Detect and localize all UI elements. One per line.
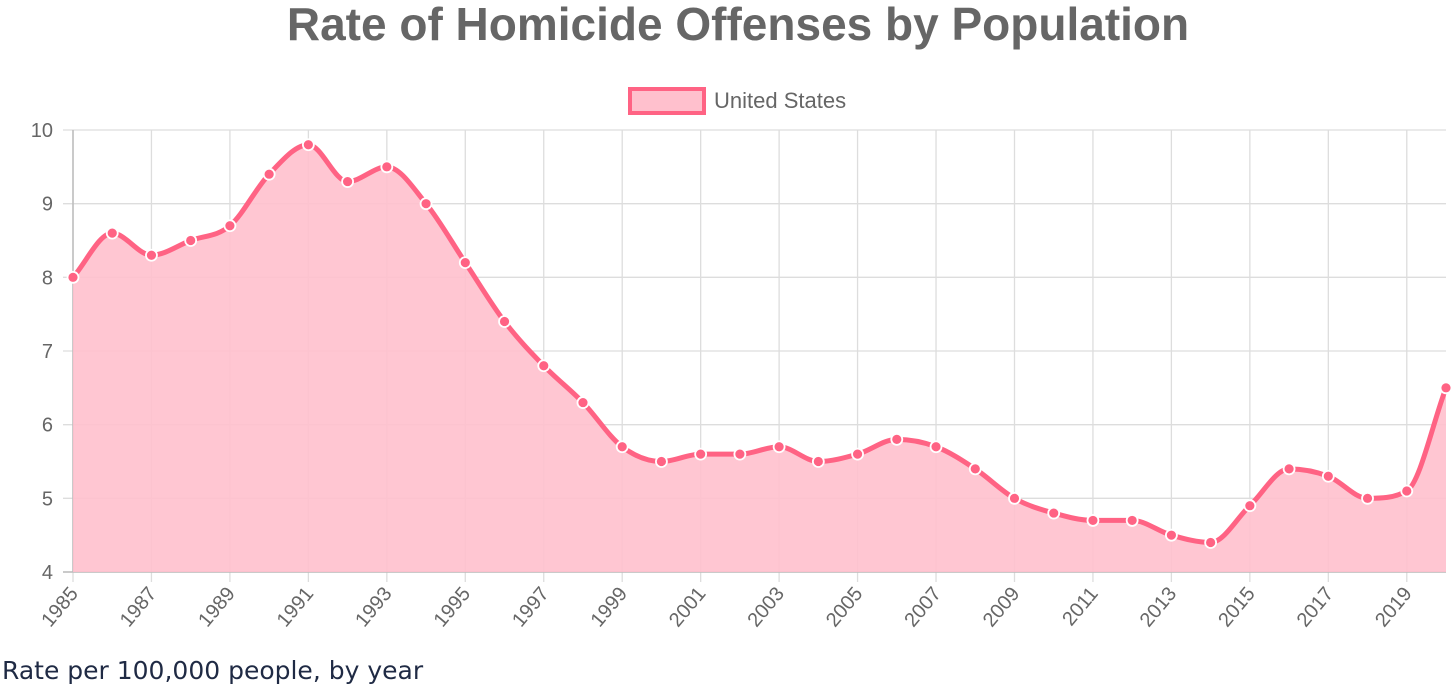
- x-tick-label: 1993: [351, 583, 396, 631]
- data-point-2011[interactable]: [1086, 514, 1100, 527]
- x-tick-label: 1995: [430, 583, 475, 631]
- x-tick-label: 2009: [979, 583, 1024, 631]
- series-line: [70, 142, 1449, 546]
- chart-title: Rate of Homicide Offenses by Population: [287, 0, 1189, 50]
- data-point-2000[interactable]: [655, 455, 668, 468]
- y-tick-label: 9: [42, 194, 53, 216]
- x-tick-label: 1985: [37, 583, 82, 631]
- data-point-1989[interactable]: [223, 219, 237, 233]
- x-tick-label: 2007: [900, 583, 945, 631]
- y-tick-label: 6: [42, 415, 53, 437]
- data-point-2015[interactable]: [1243, 499, 1257, 513]
- x-tick-label: 1989: [194, 583, 239, 631]
- y-tick-label: 8: [42, 267, 53, 289]
- data-point-1986[interactable]: [105, 226, 119, 240]
- series-area-fill: [73, 144, 1446, 572]
- data-point-1988[interactable]: [184, 234, 198, 247]
- x-tick-label: 1991: [273, 583, 318, 631]
- x-tick-label: 2019: [1371, 583, 1416, 631]
- data-point-1991[interactable]: [301, 138, 315, 152]
- y-tick-label: 7: [42, 341, 53, 363]
- x-tick-label: 2005: [822, 583, 867, 631]
- data-point-1992[interactable]: [341, 175, 355, 188]
- y-tick-label: 5: [42, 488, 53, 510]
- data-point-2018[interactable]: [1361, 491, 1374, 505]
- data-point-1993[interactable]: [380, 160, 394, 174]
- data-point-2002[interactable]: [733, 447, 747, 461]
- data-point-2010[interactable]: [1047, 506, 1061, 520]
- chart-caption: Rate per 100,000 people, by year: [2, 656, 424, 685]
- data-point-2014[interactable]: [1204, 536, 1218, 549]
- plot-area: [70, 142, 1449, 572]
- data-point-1999[interactable]: [615, 440, 629, 454]
- x-tick-label: 2015: [1214, 583, 1259, 631]
- data-point-2005[interactable]: [851, 447, 864, 461]
- data-point-2020[interactable]: [1439, 381, 1453, 395]
- y-tick-label: 4: [42, 562, 53, 584]
- data-point-2007[interactable]: [929, 440, 943, 454]
- data-point-2004[interactable]: [811, 455, 825, 468]
- data-point-1990[interactable]: [262, 167, 276, 181]
- legend-label: United States: [714, 88, 846, 113]
- data-point-2008[interactable]: [968, 462, 982, 476]
- data-point-1995[interactable]: [458, 256, 472, 270]
- x-tick-label: 2001: [665, 583, 710, 631]
- data-point-2013[interactable]: [1165, 528, 1178, 542]
- data-point-1997[interactable]: [537, 359, 551, 373]
- legend[interactable]: United States: [628, 87, 846, 115]
- data-points: [66, 138, 1453, 549]
- data-point-2016[interactable]: [1282, 462, 1296, 476]
- data-point-1998[interactable]: [576, 396, 590, 409]
- x-tick-label: 2013: [1136, 583, 1181, 631]
- y-tick-label: 10: [31, 120, 53, 142]
- data-point-1985[interactable]: [66, 270, 80, 284]
- data-point-1987[interactable]: [145, 248, 158, 262]
- legend-swatch: [628, 87, 706, 115]
- x-tick-label: 2003: [743, 583, 788, 631]
- x-tick-label: 2011: [1058, 583, 1103, 630]
- x-tick-label: 1987: [116, 583, 161, 631]
- x-tick-label: 1999: [587, 583, 632, 631]
- x-tick-label: 2017: [1293, 583, 1338, 631]
- data-point-2003[interactable]: [772, 440, 786, 454]
- data-point-2019[interactable]: [1400, 484, 1414, 498]
- data-point-2012[interactable]: [1125, 514, 1139, 527]
- data-point-2017[interactable]: [1321, 469, 1335, 483]
- data-point-2006[interactable]: [890, 432, 904, 446]
- x-tick-label: 1997: [508, 583, 553, 631]
- data-point-1994[interactable]: [419, 197, 433, 211]
- data-point-1996[interactable]: [498, 315, 511, 328]
- data-point-2001[interactable]: [694, 447, 708, 461]
- data-point-2009[interactable]: [1008, 491, 1021, 505]
